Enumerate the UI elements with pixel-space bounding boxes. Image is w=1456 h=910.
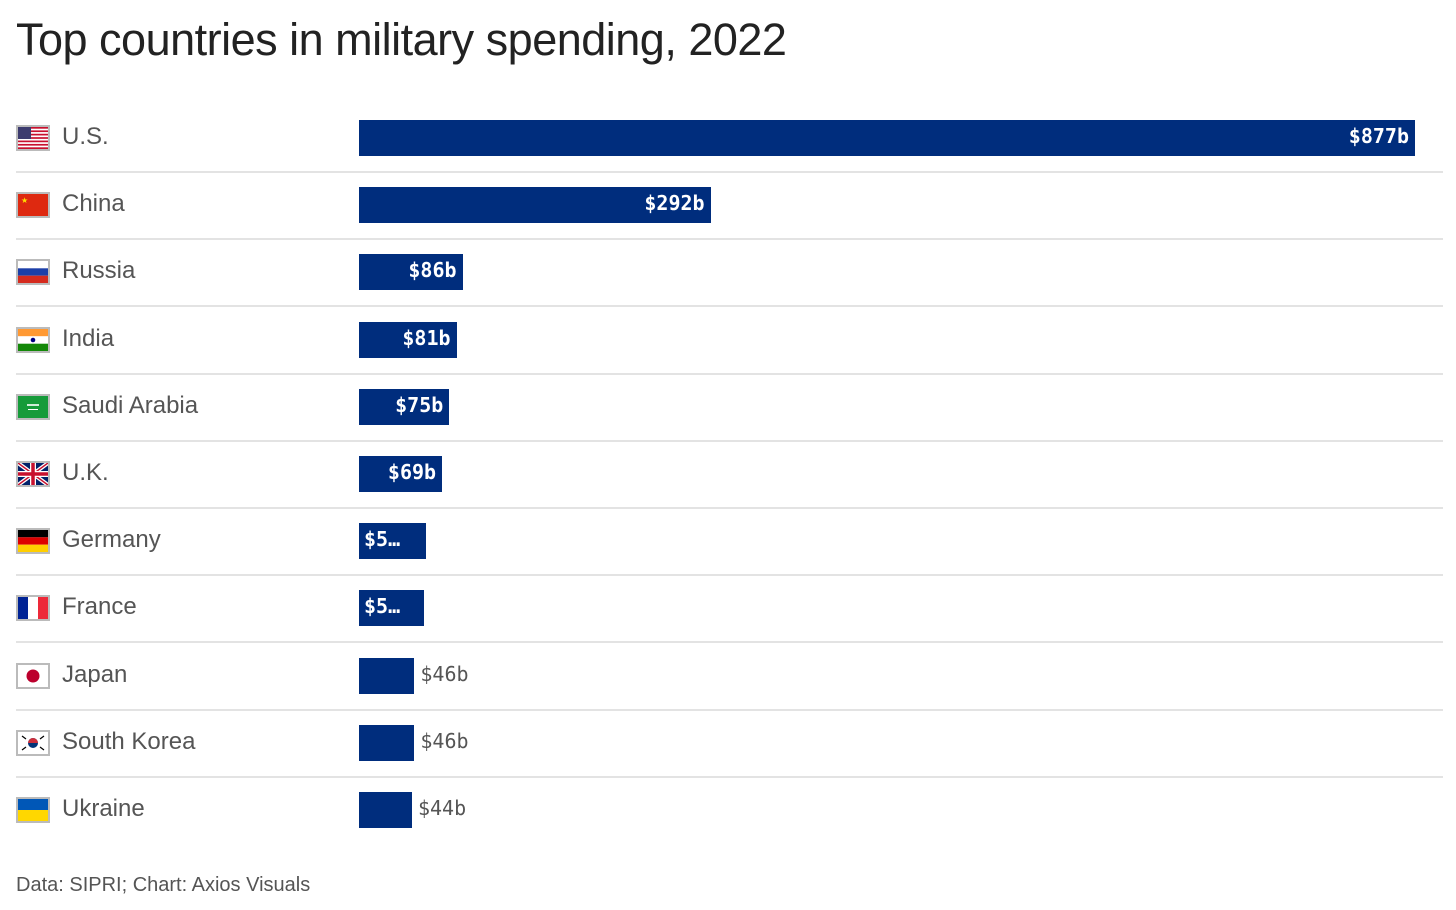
row-divider xyxy=(16,171,1443,173)
value-label: $69b xyxy=(387,460,437,484)
row-divider xyxy=(16,708,1443,711)
category-label: U.S. xyxy=(62,123,109,150)
value-label: $5… xyxy=(364,527,401,552)
value-label: $5… xyxy=(364,594,401,619)
france-flag-icon xyxy=(16,595,50,622)
bar-row: Saudi Arabia $75b xyxy=(16,378,1443,445)
uk-flag-icon xyxy=(16,461,50,487)
bar-row: Russia $86b xyxy=(16,243,1443,310)
bar-row: Ukraine $44b xyxy=(16,781,1443,848)
row-divider xyxy=(16,775,1443,778)
bar xyxy=(359,388,450,425)
category-label: Germany xyxy=(62,526,161,554)
japan-flag-icon xyxy=(16,662,50,689)
bar-row: France $5… xyxy=(16,579,1443,646)
bar-row: U.S. $877b xyxy=(16,109,1443,176)
source-note: Data: SIPRI; Chart: Axios Visuals xyxy=(16,874,311,896)
category-label: France xyxy=(62,593,137,621)
value-label: $292b xyxy=(644,191,705,216)
germany-flag-icon xyxy=(16,528,50,555)
category-label: South Korea xyxy=(62,727,196,755)
bar xyxy=(359,321,457,358)
bar xyxy=(359,187,711,224)
row-divider xyxy=(16,439,1443,442)
category-label: Russia xyxy=(62,257,136,285)
bar-row: ★ China $292b xyxy=(16,176,1443,243)
ukraine-flag-icon xyxy=(16,797,50,823)
value-label: $46b xyxy=(420,661,469,686)
row-divider xyxy=(16,507,1443,509)
value-label: $86b xyxy=(408,258,457,283)
row-divider xyxy=(16,305,1443,308)
bar xyxy=(359,523,427,560)
svg-text:★: ★ xyxy=(21,196,28,205)
bar xyxy=(359,724,415,761)
category-label: U.K. xyxy=(62,459,109,486)
bar-row: U.K. $69b xyxy=(16,445,1443,512)
value-label: $46b xyxy=(420,728,469,753)
russia-flag-icon xyxy=(16,259,50,286)
bar-row: Germany $5… xyxy=(16,512,1443,579)
bar-row: South Korea $46b xyxy=(16,714,1443,781)
category-label: India xyxy=(62,324,115,352)
china-flag-icon: ★ xyxy=(16,192,50,219)
category-label: Saudi Arabia xyxy=(62,391,199,419)
value-label: $75b xyxy=(395,392,444,417)
bar xyxy=(359,657,415,694)
category-label: Japan xyxy=(62,660,128,688)
bar-row: India $81b xyxy=(16,311,1443,378)
bar xyxy=(359,254,463,291)
bar xyxy=(359,792,412,828)
south-korea-flag-icon xyxy=(16,729,50,756)
bar xyxy=(359,590,425,627)
india-flag-icon xyxy=(16,326,50,353)
value-label: $81b xyxy=(402,325,451,350)
bar-row: Japan $46b xyxy=(16,647,1443,714)
saudi-arabia-flag-icon xyxy=(16,393,50,420)
row-divider xyxy=(16,238,1443,241)
category-label: Ukraine xyxy=(62,795,145,822)
bar xyxy=(359,120,1415,156)
row-divider xyxy=(16,641,1443,644)
category-label: China xyxy=(62,190,125,218)
value-label: $877b xyxy=(1348,124,1409,148)
chart-title: Top countries in military spending, 2022 xyxy=(16,14,787,65)
value-label: $44b xyxy=(417,796,467,820)
bar xyxy=(359,456,443,492)
us-flag-icon xyxy=(16,125,50,151)
row-divider xyxy=(16,574,1443,577)
row-divider xyxy=(16,372,1443,375)
